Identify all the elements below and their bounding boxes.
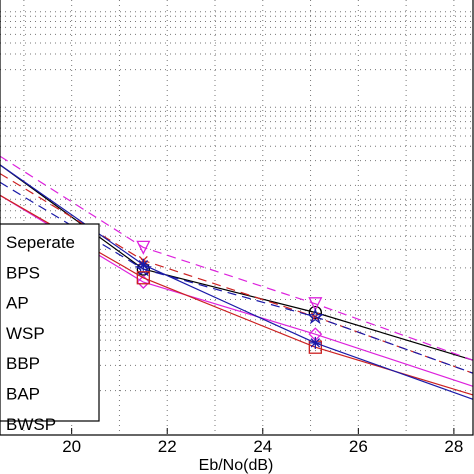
plot-frame: [0, 0, 474, 436]
legend-entry-ap: AP: [6, 294, 29, 313]
legend-entry-bwsp: BWSP: [6, 415, 56, 434]
legend: Seperate BPS AP WSP BBP BAP BWSP: [0, 223, 100, 434]
series-line-bwsp: [0, 164, 474, 400]
marker-triangle-down: [308, 297, 323, 312]
legend-entry-bbp: BBP: [6, 354, 40, 373]
legend-entry-bps: BPS: [6, 263, 40, 282]
legend-entry-bap: BAP: [6, 385, 40, 404]
marker-triangle-down: [136, 240, 151, 255]
marker-circle: [308, 305, 322, 320]
series-ap: [0, 155, 474, 361]
series-bwsp: [0, 164, 474, 400]
x-tick-label: 20: [62, 437, 81, 456]
marker-asterisk: [309, 336, 322, 349]
marker-asterisk: [137, 258, 150, 271]
series-line-ap: [0, 155, 474, 361]
x-ticks: 20 22 24 26 28: [62, 428, 463, 456]
marker-square: [136, 271, 150, 285]
x-tick-label: 28: [444, 437, 463, 456]
marker-star: [306, 307, 324, 325]
marker-diamond: [136, 275, 151, 290]
x-tick-label: 24: [253, 437, 272, 456]
series-line-bps: [0, 173, 474, 374]
legend-box: [0, 223, 100, 422]
legend-entry-seperate: Seperate: [6, 233, 75, 252]
x-tick-label: 22: [158, 437, 177, 456]
legend-entry-wsp: WSP: [6, 324, 45, 343]
x-axis-label: Eb/No(dB): [199, 457, 274, 474]
x-tick-label: 26: [349, 437, 368, 456]
